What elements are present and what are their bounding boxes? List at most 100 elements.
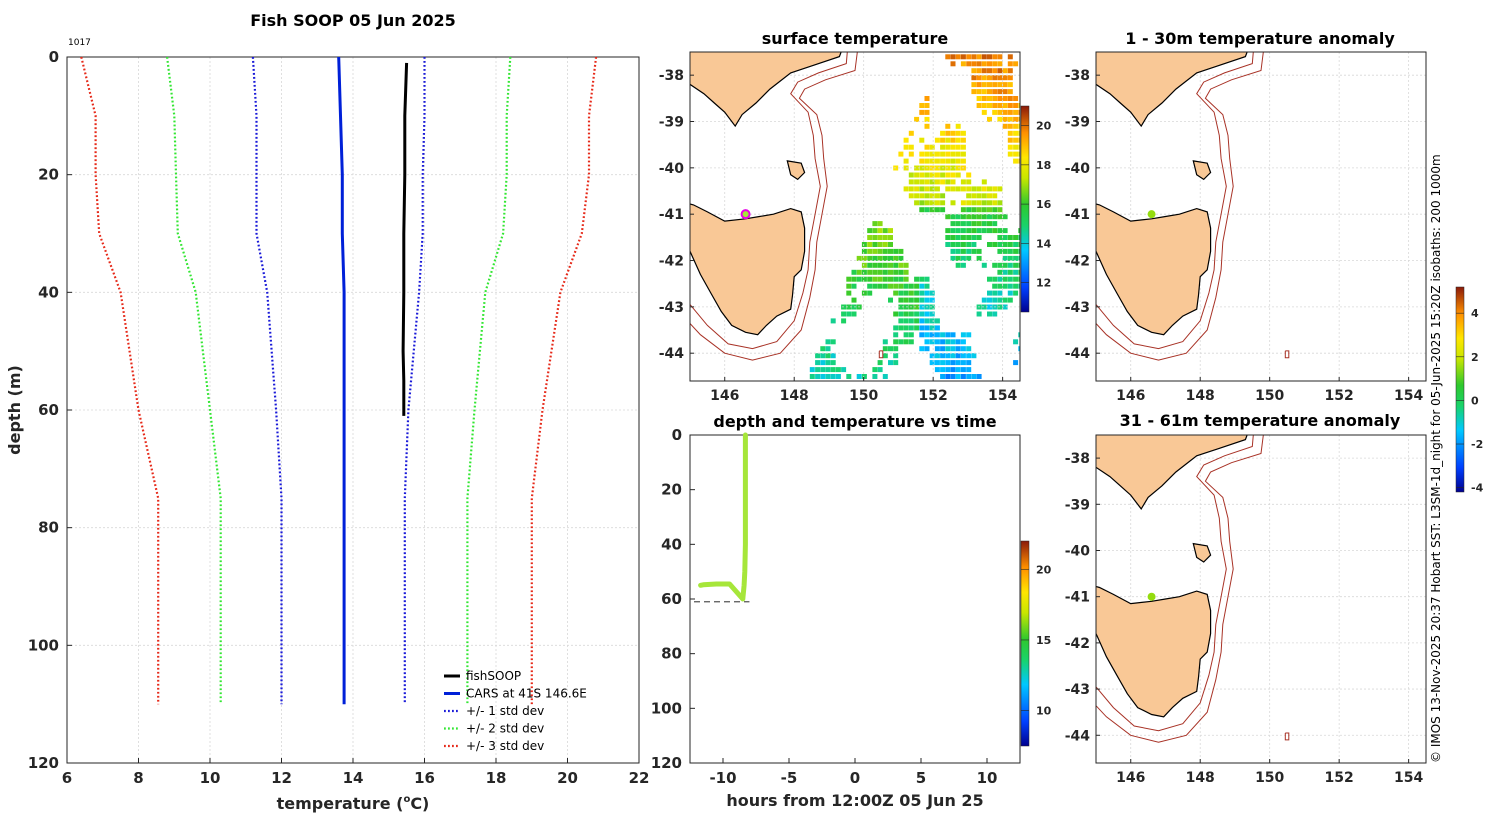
sst-pixel: [908, 318, 914, 324]
profile-y-ticks: 0 20 40 60 80 100 120: [28, 48, 72, 772]
sst-pixel: [820, 353, 826, 359]
profile-line-std2-low: [166, 56, 222, 705]
anomaly-colorbar-tick-label: 2: [1471, 351, 1479, 364]
map-y-tick-label: -39: [1065, 115, 1090, 131]
sst-grid: [690, 52, 1020, 381]
sst-pixel: [861, 276, 867, 282]
sst-pixel: [914, 304, 920, 310]
sst-pixel: [945, 179, 951, 185]
sst-pixel: [851, 276, 857, 282]
profile-grid: [67, 57, 639, 763]
sst-pixel: [934, 186, 940, 192]
sst-pixel: [960, 360, 966, 366]
sst-pixel: [987, 228, 992, 234]
sst-pixel: [987, 311, 992, 317]
sst-pixel: [1018, 255, 1020, 261]
sst-pixel: [997, 75, 1003, 81]
profile-y-tick-label: 120: [28, 754, 59, 772]
profile-y-tick-label: 0: [49, 48, 59, 66]
sst-pixel: [924, 103, 930, 108]
sst-pixel: [1013, 360, 1019, 366]
profile-x-tick-label: 12: [271, 769, 292, 787]
sst-pixel: [966, 214, 972, 220]
sst-pixel: [966, 346, 972, 352]
sst-pixel: [950, 248, 956, 254]
sst-pixel: [966, 255, 972, 261]
sst-pixel: [934, 151, 940, 157]
sst-pixel: [908, 172, 914, 178]
sst-pixel: [971, 186, 977, 192]
sst-pixel: [903, 269, 909, 275]
sst-pixel: [987, 82, 992, 88]
sst-pixel: [924, 172, 930, 178]
sst-pixel: [893, 269, 899, 275]
sst-pixel: [997, 109, 1003, 115]
sst-pixel: [955, 367, 961, 373]
time-depth-colorbar-tick-label: 10: [1036, 705, 1052, 718]
sst-pixel: [908, 339, 914, 345]
sst-pixel: [867, 290, 873, 296]
sst-pixel: [1018, 269, 1020, 275]
sst-pixel: [830, 318, 836, 324]
isobath-seamount: [1284, 350, 1290, 359]
sst-pixel: [976, 200, 982, 206]
sst-pixel: [924, 109, 930, 115]
sst-pixel: [825, 353, 831, 359]
sst-pixel: [981, 96, 987, 101]
sst-pixel: [971, 82, 977, 88]
sst-pixel: [1013, 276, 1019, 282]
sst-pixel: [960, 151, 966, 157]
profile-y-tick-label: 100: [28, 636, 59, 654]
map-y-tick-label: -42: [1065, 636, 1090, 652]
isobath-200m: [1096, 435, 1254, 732]
sst-pixel: [908, 325, 914, 331]
sst-pixel: [992, 68, 998, 74]
anomaly-shallow-title: 1 - 30m temperature anomaly: [1125, 29, 1395, 48]
sst-pixel: [981, 262, 987, 268]
map-y-tick-label: -40: [1065, 543, 1091, 559]
sst-pixel: [919, 276, 925, 282]
sst-pixel: [1007, 235, 1013, 240]
sst-pixel: [976, 82, 982, 88]
sst-pixel: [1018, 262, 1020, 268]
profile-annotation: 1017: [68, 38, 91, 48]
sst-pixel: [1002, 116, 1008, 122]
sst-pixel: [903, 297, 909, 303]
map-x-tick-label: 154: [988, 388, 1017, 404]
sst-pixel: [903, 137, 909, 143]
sst-pixel: [908, 186, 914, 192]
sst-pixel: [893, 248, 899, 254]
sst-pixel: [856, 276, 862, 282]
sst-pixel: [893, 353, 899, 359]
sst-pixel: [820, 346, 826, 352]
sst-pixel: [929, 207, 935, 213]
sst-pixel: [919, 290, 925, 296]
sst-pixel: [924, 283, 930, 289]
legend-label: fishSOOP: [466, 669, 521, 683]
sst-pixel: [971, 221, 977, 227]
sst-pixel: [929, 151, 935, 157]
sst-pixel: [929, 179, 935, 185]
sst-pixel: [1007, 144, 1013, 150]
sst-pixel: [919, 158, 925, 164]
sst-pixel: [976, 228, 982, 234]
sst-pixel: [914, 290, 920, 296]
sst-pixel: [1002, 283, 1008, 289]
sst-pixel: [934, 193, 940, 199]
anomaly-shallow-y-ticks: -38 -39 -40 -41 -42 -43 -44: [1065, 68, 1100, 362]
profile-x-tick-label: 6: [62, 769, 72, 787]
sst-pixel: [966, 248, 972, 254]
sst-pixel: [987, 75, 992, 81]
map-y-tick-label: -43: [1065, 300, 1090, 316]
sst-pixel: [903, 276, 909, 282]
sst-pixel: [867, 248, 873, 254]
sst-pixel: [903, 339, 909, 345]
sst-x-ticks: 146 148 150 152 154: [710, 377, 1017, 404]
sst-pixel: [929, 290, 935, 296]
sst-pixel: [992, 276, 998, 282]
sst-pixel: [882, 242, 888, 247]
time-depth-y-tick-label: 20: [661, 481, 682, 499]
sst-pixel: [960, 144, 966, 150]
sst-pixel: [945, 332, 951, 338]
sst-pixel: [877, 248, 883, 254]
